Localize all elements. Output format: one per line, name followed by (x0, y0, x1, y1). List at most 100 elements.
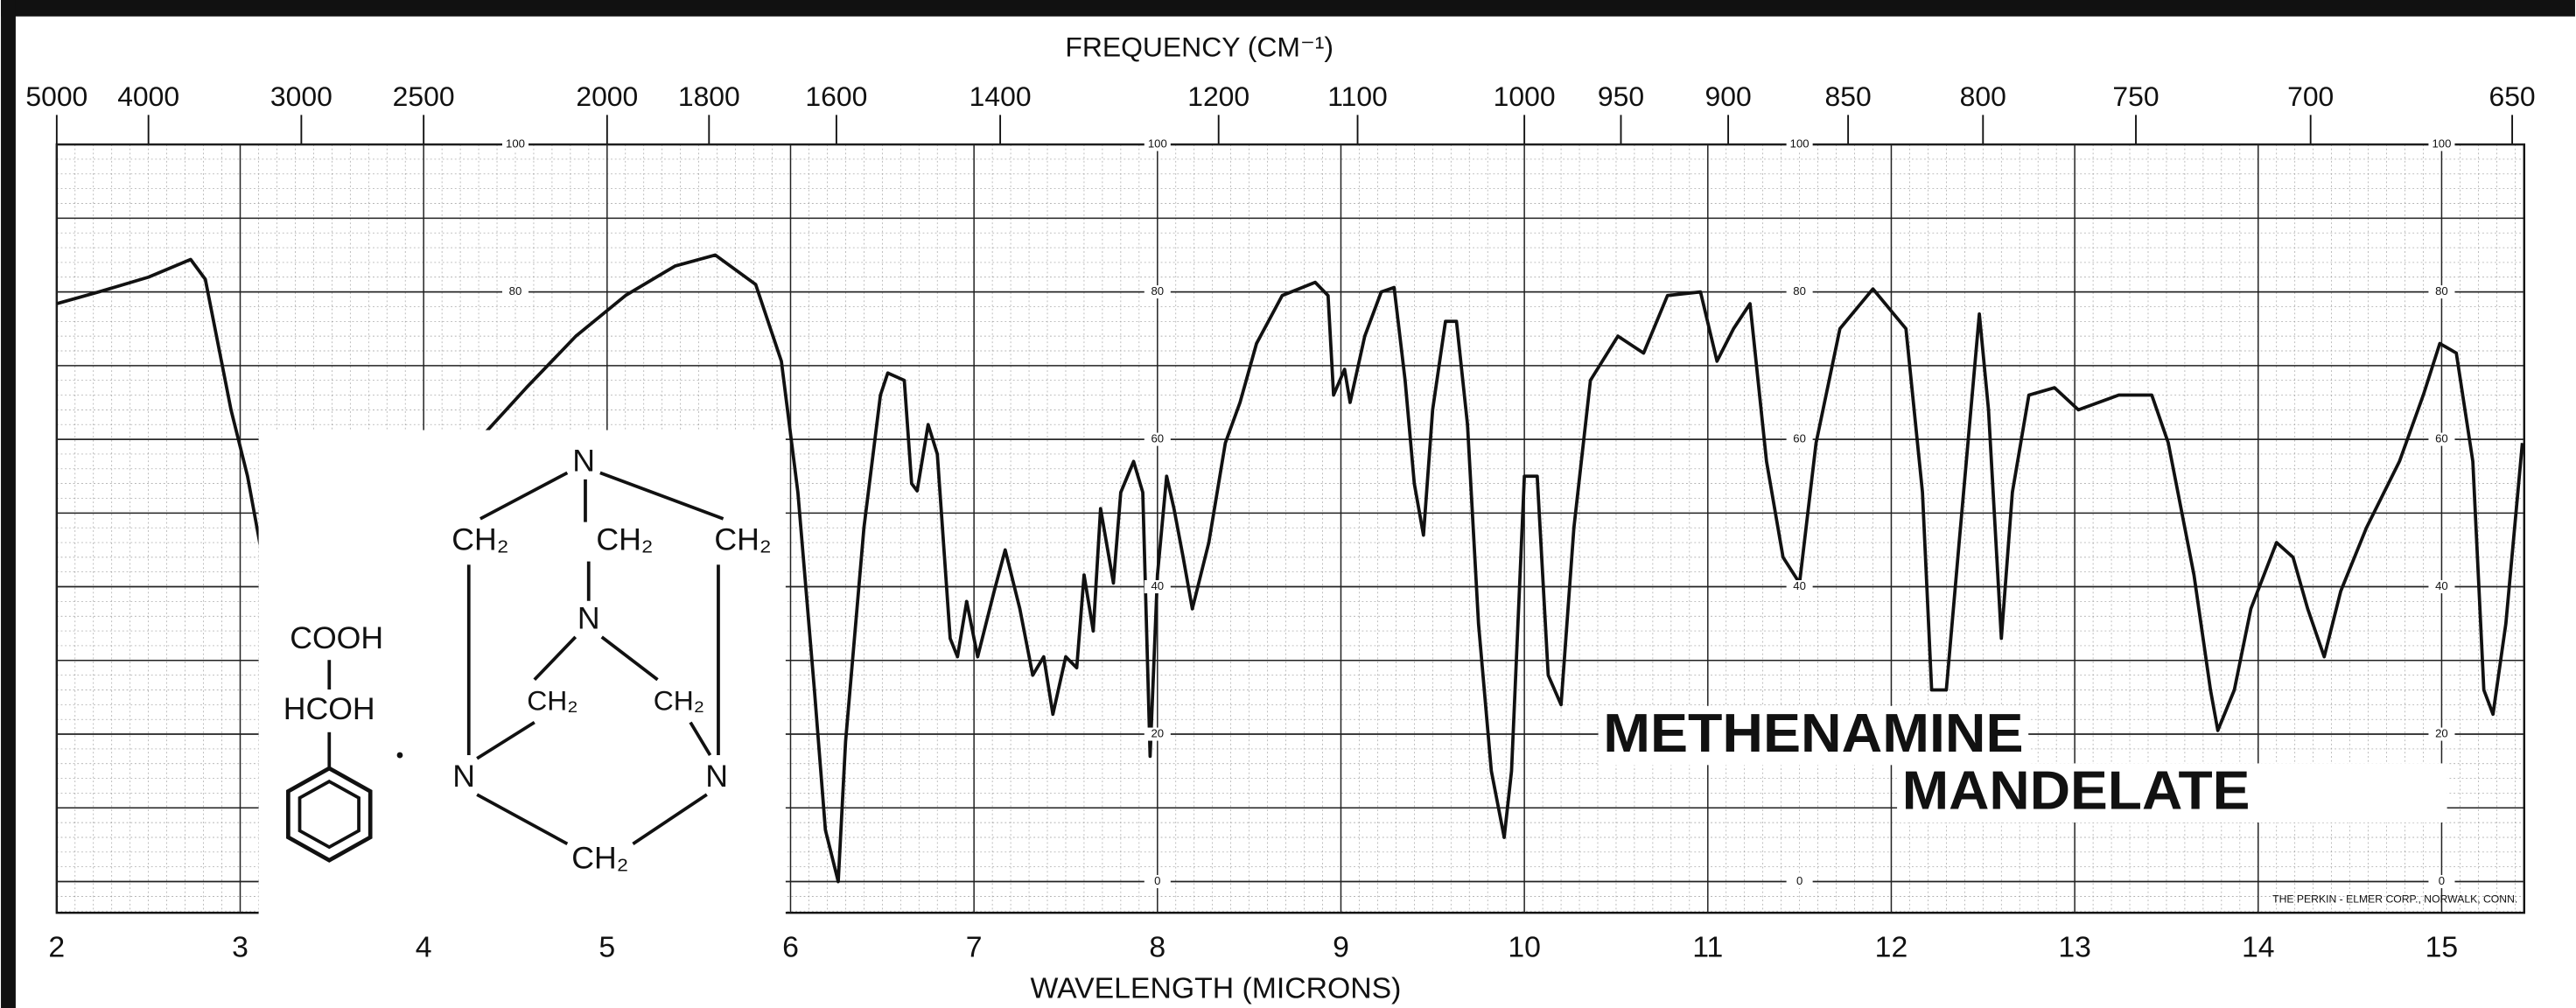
top-tick-label: 4000 (117, 80, 179, 112)
y-tick-label: 0 (1154, 874, 1160, 887)
y-tick-label: 40 (2435, 579, 2448, 592)
y-tick-label: 100 (506, 137, 525, 150)
x-axis-title: WAVELENGTH (MICRONS) (1030, 971, 1401, 1004)
y-tick-label-bg (1144, 285, 1171, 299)
x-tick-label: 6 (782, 930, 799, 963)
y-tick-label-bg (501, 137, 528, 151)
atom-label: N (572, 444, 595, 479)
top-axis-title: FREQUENCY (CM⁻¹) (1065, 32, 1334, 63)
y-tick-label: 20 (2435, 727, 2448, 740)
y-tick-label: 0 (1796, 874, 1802, 887)
atom-label: N (705, 759, 728, 794)
structure: COOH HCOH N CH₂ CH₂ CH₂ N CH₂ CH₂ N N CH… (258, 430, 786, 928)
top-tick-label: 1200 (1187, 80, 1250, 112)
top-tick-label: 750 (2112, 80, 2159, 112)
atom-label: N (578, 601, 600, 636)
top-tick-label: 1000 (1494, 80, 1556, 112)
title: MANDELATE (1902, 760, 2250, 821)
atom-label: N (452, 759, 475, 794)
x-tick-label: 9 (1333, 930, 1349, 963)
atom-label: CH₂ (571, 841, 628, 876)
marks (56, 253, 2524, 884)
atom-label: CH₂ (452, 522, 508, 557)
x-tick-label: 10 (1508, 930, 1541, 963)
y-tick-label: 100 (2432, 137, 2451, 150)
y-tick-label-bg (2428, 875, 2455, 889)
top-tick-label: 5000 (25, 80, 88, 112)
benzene-ring (286, 766, 373, 863)
top-tick-label: 800 (1960, 80, 2006, 112)
x-tick-label: 8 (1149, 930, 1166, 963)
y-tick-label: 60 (1793, 432, 1806, 445)
atom-label: CH₂ (654, 684, 704, 716)
top-tick-label: 2500 (393, 80, 455, 112)
y-tick-label-bg (2428, 432, 2455, 446)
x-tick-label: 15 (2426, 930, 2459, 963)
y-tick-label-bg (1786, 285, 1813, 299)
left-edge (1, 0, 16, 1008)
top-tick-label: 700 (2287, 80, 2334, 112)
y-tick-label: 40 (1793, 579, 1806, 592)
y-tick-label-bg (1786, 580, 1813, 594)
x-tick-label: 13 (2058, 930, 2091, 963)
credit: THE PERKIN - ELMER CORP., NORWALK, CONN. (2272, 892, 2517, 905)
top-tick-label: 650 (2488, 80, 2535, 112)
y-tick-label: 60 (1152, 432, 1165, 445)
dot (396, 752, 403, 759)
atom-label: COOH (290, 620, 383, 655)
x-tick-label: 4 (416, 930, 432, 963)
y-tick-label-bg (2428, 580, 2455, 594)
x-tick-label: 12 (1875, 930, 1908, 963)
atom-label: CH₂ (527, 684, 578, 716)
title: METHENAMINE (1603, 704, 2023, 764)
y-tick-label: 100 (1790, 137, 1810, 150)
x-tick-label: 14 (2242, 930, 2275, 963)
benzene-ring (298, 779, 360, 850)
top-edge (1, 0, 2575, 17)
x-tick-label: 3 (232, 930, 248, 963)
atom-label: CH₂ (596, 522, 653, 557)
y-tick-label-bg (501, 285, 528, 299)
y-tick-label: 80 (2435, 284, 2448, 298)
top-tick-label: 1100 (1327, 80, 1388, 112)
spectrum-line (56, 253, 2524, 884)
y-tick-label-bg (1144, 727, 1171, 741)
x-tick-label: 7 (966, 930, 983, 963)
top-tick-label: 950 (1598, 80, 1644, 112)
y-tick-label: 60 (2435, 432, 2448, 445)
y-tick-label: 80 (1152, 284, 1165, 298)
top-tick-label: 900 (1704, 80, 1751, 112)
x-tick-label: 11 (1692, 930, 1723, 963)
top-tick-label: 850 (1825, 80, 1872, 112)
y-tick-label-bg (1144, 137, 1171, 151)
y-tick-label-bg (1786, 875, 1813, 889)
y-tick-label-bg (1786, 432, 1813, 446)
y-tick-label: 80 (1793, 284, 1806, 298)
top-tick-label: 3000 (270, 80, 332, 112)
top-tick-label: 2000 (576, 80, 638, 112)
title-box (1598, 705, 2029, 766)
bonds (466, 471, 724, 846)
y-tick-label-bg (1144, 875, 1171, 889)
y-tick-label-bg (1144, 432, 1171, 446)
atom-label: HCOH (284, 691, 375, 726)
top-tick-label: 1800 (678, 80, 740, 112)
y-tick-label: 80 (509, 284, 522, 298)
top-tick-label: 1600 (805, 80, 867, 112)
y-tick-label: 40 (1152, 579, 1165, 592)
title-box (1897, 763, 2447, 822)
x-tick-label: 5 (598, 930, 615, 963)
y-tick-label-bg (1144, 580, 1171, 594)
atom-label: CH₂ (714, 522, 771, 557)
structure-box (258, 430, 786, 928)
y-tick-label-bg (2428, 285, 2455, 299)
y-tick-label: 100 (1148, 137, 1167, 150)
y-tick-label: 0 (2439, 874, 2445, 887)
y-tick-label: 20 (1152, 727, 1165, 740)
y-tick-label-bg (2428, 727, 2455, 741)
top-tick-label: 1400 (970, 80, 1032, 112)
x-tick-label: 2 (48, 930, 65, 963)
y-tick-label-bg (1786, 137, 1813, 151)
